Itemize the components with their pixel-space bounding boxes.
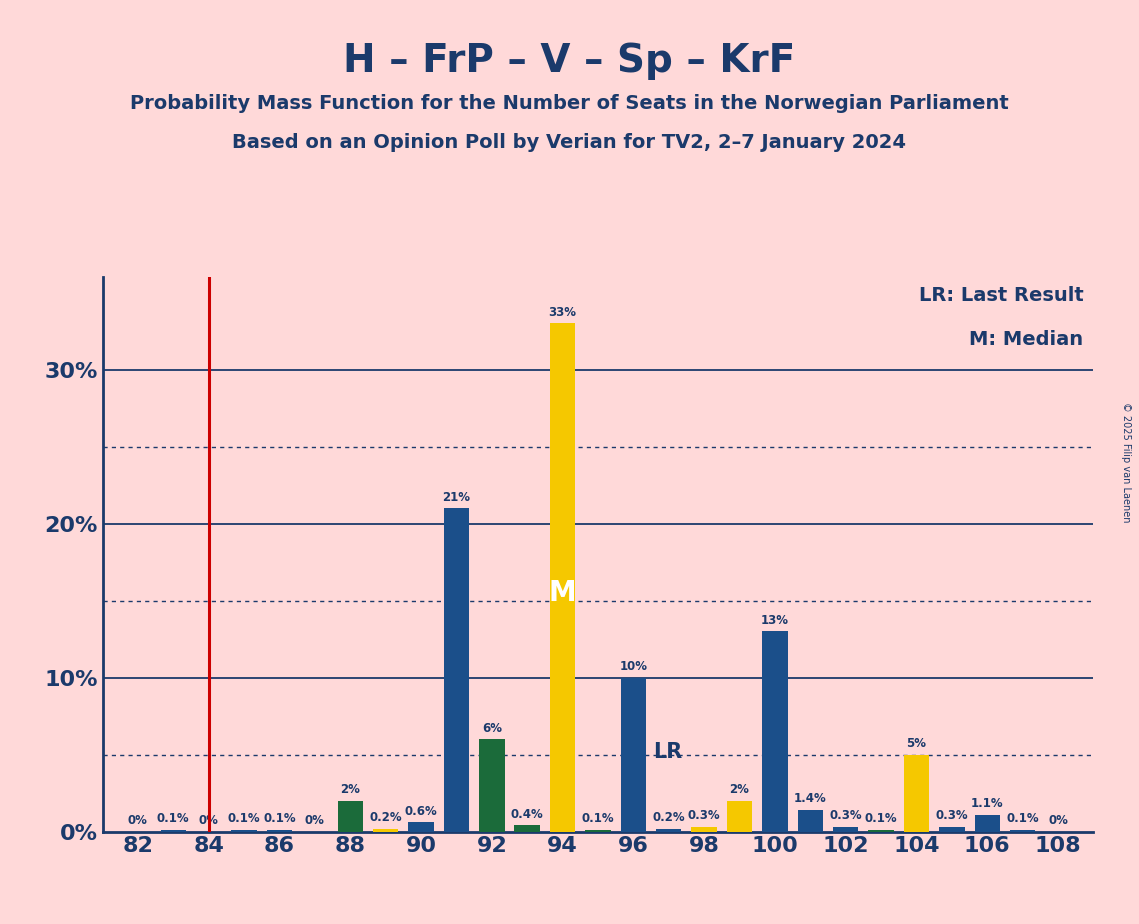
Text: 0.3%: 0.3% bbox=[688, 809, 721, 822]
Text: 0.1%: 0.1% bbox=[157, 812, 189, 825]
Bar bbox=[975, 815, 1000, 832]
Text: 0%: 0% bbox=[305, 814, 325, 827]
Text: 2%: 2% bbox=[730, 784, 749, 796]
Bar bbox=[691, 827, 716, 832]
Text: Based on an Opinion Poll by Verian for TV2, 2–7 January 2024: Based on an Opinion Poll by Verian for T… bbox=[232, 133, 907, 152]
Bar bbox=[550, 323, 575, 832]
Text: LR: Last Result: LR: Last Result bbox=[919, 286, 1083, 305]
Text: 0.1%: 0.1% bbox=[228, 812, 261, 825]
Text: 6%: 6% bbox=[482, 722, 502, 735]
Text: 0.1%: 0.1% bbox=[263, 812, 296, 825]
Text: H – FrP – V – Sp – KrF: H – FrP – V – Sp – KrF bbox=[343, 42, 796, 79]
Text: 0.1%: 0.1% bbox=[1007, 812, 1039, 825]
Bar bbox=[833, 827, 859, 832]
Text: 0%: 0% bbox=[1048, 814, 1068, 827]
Text: 0.1%: 0.1% bbox=[865, 812, 898, 825]
Text: 0.4%: 0.4% bbox=[510, 808, 543, 821]
Text: Probability Mass Function for the Number of Seats in the Norwegian Parliament: Probability Mass Function for the Number… bbox=[130, 94, 1009, 114]
Bar bbox=[515, 825, 540, 832]
Bar bbox=[161, 830, 186, 832]
Bar bbox=[762, 631, 788, 832]
Text: 21%: 21% bbox=[442, 491, 470, 504]
Bar bbox=[621, 677, 646, 832]
Text: 0.1%: 0.1% bbox=[582, 812, 614, 825]
Text: LR: LR bbox=[653, 742, 682, 761]
Bar bbox=[480, 739, 505, 832]
Text: 0.6%: 0.6% bbox=[404, 805, 437, 818]
Bar bbox=[940, 827, 965, 832]
Bar bbox=[585, 830, 611, 832]
Bar bbox=[231, 830, 256, 832]
Text: 0.2%: 0.2% bbox=[653, 811, 685, 824]
Text: M: M bbox=[549, 578, 576, 607]
Bar bbox=[372, 829, 399, 832]
Bar bbox=[868, 830, 894, 832]
Bar bbox=[267, 830, 293, 832]
Text: © 2025 Filip van Laenen: © 2025 Filip van Laenen bbox=[1121, 402, 1131, 522]
Text: 1.4%: 1.4% bbox=[794, 793, 827, 806]
Text: 0%: 0% bbox=[198, 814, 219, 827]
Bar bbox=[444, 508, 469, 832]
Bar bbox=[797, 810, 823, 832]
Text: 1.1%: 1.1% bbox=[970, 797, 1003, 810]
Bar bbox=[656, 829, 681, 832]
Bar bbox=[727, 801, 752, 832]
Text: 33%: 33% bbox=[549, 306, 576, 319]
Bar bbox=[1010, 830, 1035, 832]
Text: 0%: 0% bbox=[128, 814, 148, 827]
Text: 5%: 5% bbox=[907, 737, 926, 750]
Text: 10%: 10% bbox=[620, 660, 647, 673]
Text: 0.3%: 0.3% bbox=[935, 809, 968, 822]
Text: 13%: 13% bbox=[761, 614, 789, 626]
Bar bbox=[903, 755, 929, 832]
Text: 0.2%: 0.2% bbox=[369, 811, 402, 824]
Bar bbox=[337, 801, 363, 832]
Text: M: Median: M: Median bbox=[969, 330, 1083, 349]
Text: 0.3%: 0.3% bbox=[829, 809, 862, 822]
Bar bbox=[408, 822, 434, 832]
Text: 2%: 2% bbox=[341, 784, 360, 796]
